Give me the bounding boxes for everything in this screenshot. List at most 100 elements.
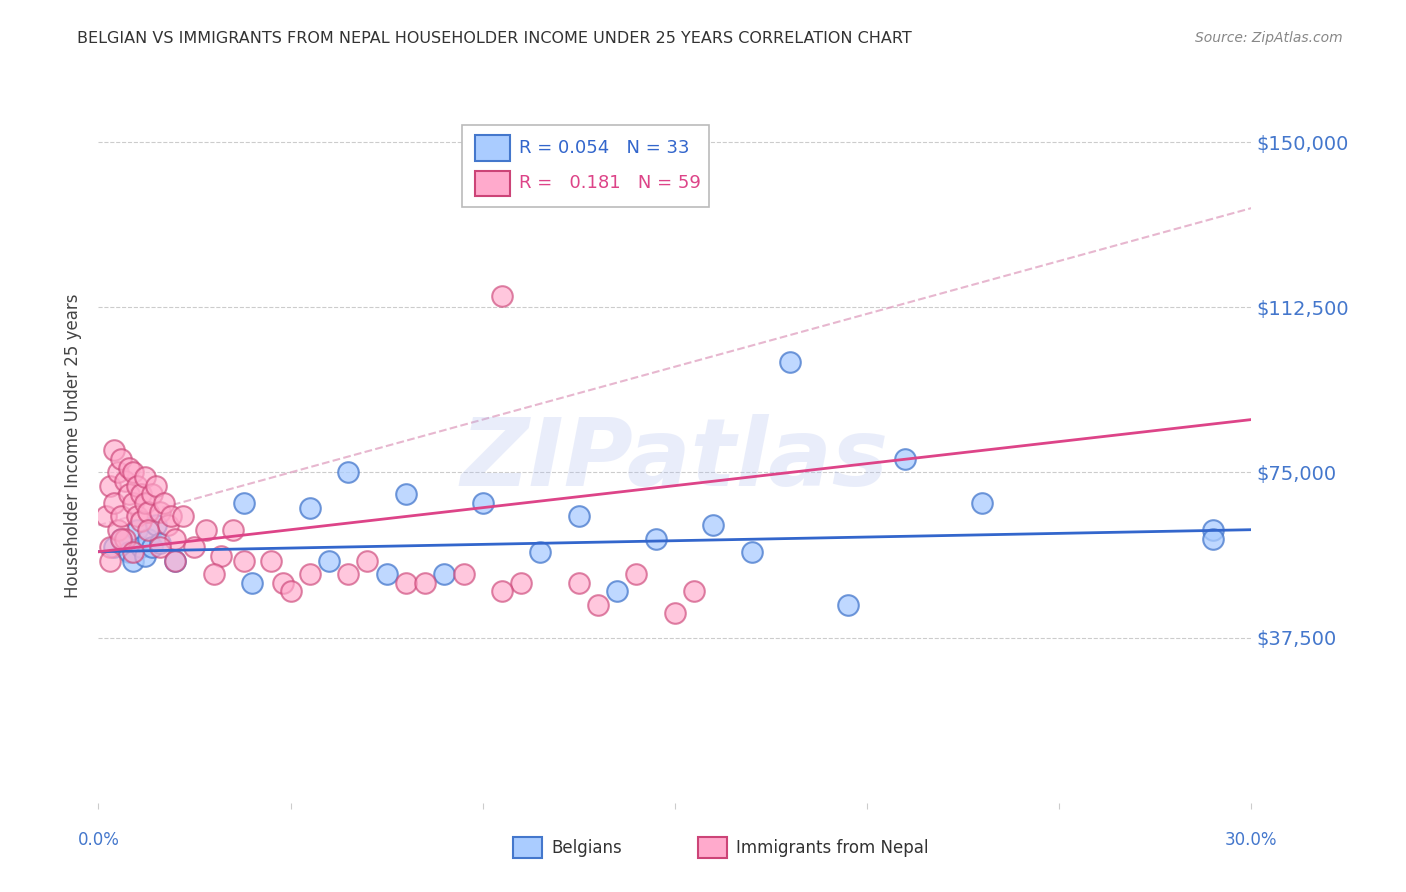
- Point: [356, 553, 378, 567]
- Point: [98, 478, 121, 492]
- Point: [195, 523, 218, 537]
- Point: [664, 607, 686, 621]
- Point: [98, 541, 121, 555]
- Point: [107, 523, 129, 537]
- Text: Immigrants from Nepal: Immigrants from Nepal: [735, 838, 928, 856]
- Point: [125, 523, 148, 537]
- Point: [209, 549, 232, 563]
- Point: [491, 289, 513, 303]
- Point: [134, 470, 156, 484]
- Point: [141, 487, 163, 501]
- Point: [172, 509, 194, 524]
- Text: 0.0%: 0.0%: [77, 831, 120, 849]
- Point: [337, 566, 360, 581]
- Point: [103, 496, 125, 510]
- Point: [165, 553, 187, 567]
- Point: [122, 553, 145, 567]
- Point: [271, 575, 294, 590]
- Point: [110, 532, 132, 546]
- Text: R = 0.054   N = 33: R = 0.054 N = 33: [519, 139, 690, 157]
- Point: [134, 496, 156, 510]
- Point: [837, 598, 859, 612]
- Point: [156, 518, 179, 533]
- Point: [644, 532, 666, 546]
- Point: [118, 461, 141, 475]
- Point: [122, 545, 145, 559]
- Point: [260, 553, 283, 567]
- Text: Belgians: Belgians: [551, 838, 623, 856]
- Point: [98, 553, 121, 567]
- Point: [122, 466, 145, 480]
- Point: [118, 545, 141, 559]
- Point: [110, 452, 132, 467]
- Y-axis label: Householder Income Under 25 years: Householder Income Under 25 years: [65, 293, 83, 599]
- Text: Source: ZipAtlas.com: Source: ZipAtlas.com: [1195, 31, 1343, 45]
- Point: [972, 496, 994, 510]
- Point: [453, 566, 475, 581]
- Point: [165, 532, 187, 546]
- Point: [125, 509, 148, 524]
- Point: [160, 509, 183, 524]
- Point: [337, 466, 360, 480]
- Point: [568, 509, 591, 524]
- FancyBboxPatch shape: [461, 125, 710, 207]
- Point: [110, 532, 132, 546]
- Text: 30.0%: 30.0%: [1225, 831, 1278, 849]
- Text: R =   0.181   N = 59: R = 0.181 N = 59: [519, 175, 702, 193]
- Point: [149, 536, 172, 550]
- Point: [141, 541, 163, 555]
- Point: [1202, 532, 1225, 546]
- Point: [280, 584, 302, 599]
- Point: [491, 584, 513, 599]
- Text: BELGIAN VS IMMIGRANTS FROM NEPAL HOUSEHOLDER INCOME UNDER 25 YEARS CORRELATION C: BELGIAN VS IMMIGRANTS FROM NEPAL HOUSEHO…: [77, 31, 912, 46]
- Point: [413, 575, 436, 590]
- Point: [298, 566, 321, 581]
- Point: [894, 452, 917, 467]
- FancyBboxPatch shape: [475, 170, 510, 196]
- Point: [702, 518, 724, 533]
- Point: [138, 505, 160, 519]
- Point: [183, 541, 205, 555]
- Point: [129, 541, 152, 555]
- Point: [138, 532, 160, 546]
- Point: [152, 496, 174, 510]
- Point: [94, 509, 117, 524]
- Point: [568, 575, 591, 590]
- Point: [240, 575, 263, 590]
- Point: [683, 584, 706, 599]
- Point: [122, 496, 145, 510]
- Point: [129, 487, 152, 501]
- Point: [114, 532, 136, 546]
- Point: [118, 487, 141, 501]
- Point: [125, 478, 148, 492]
- Point: [149, 541, 172, 555]
- Point: [110, 509, 132, 524]
- Point: [233, 496, 256, 510]
- Point: [318, 553, 340, 567]
- FancyBboxPatch shape: [697, 837, 727, 858]
- Point: [149, 505, 172, 519]
- Point: [741, 545, 763, 559]
- Point: [145, 518, 167, 533]
- Point: [165, 553, 187, 567]
- Point: [510, 575, 533, 590]
- Point: [134, 549, 156, 563]
- Point: [586, 598, 609, 612]
- Point: [471, 496, 494, 510]
- Point: [202, 566, 225, 581]
- Point: [298, 500, 321, 515]
- Point: [103, 443, 125, 458]
- Point: [107, 466, 129, 480]
- Point: [233, 553, 256, 567]
- Point: [129, 514, 152, 528]
- FancyBboxPatch shape: [513, 837, 543, 858]
- Point: [433, 566, 456, 581]
- Point: [779, 355, 801, 369]
- Point: [606, 584, 628, 599]
- Point: [145, 478, 167, 492]
- Point: [395, 487, 418, 501]
- Point: [529, 545, 551, 559]
- Point: [626, 566, 648, 581]
- Point: [114, 475, 136, 489]
- Point: [138, 523, 160, 537]
